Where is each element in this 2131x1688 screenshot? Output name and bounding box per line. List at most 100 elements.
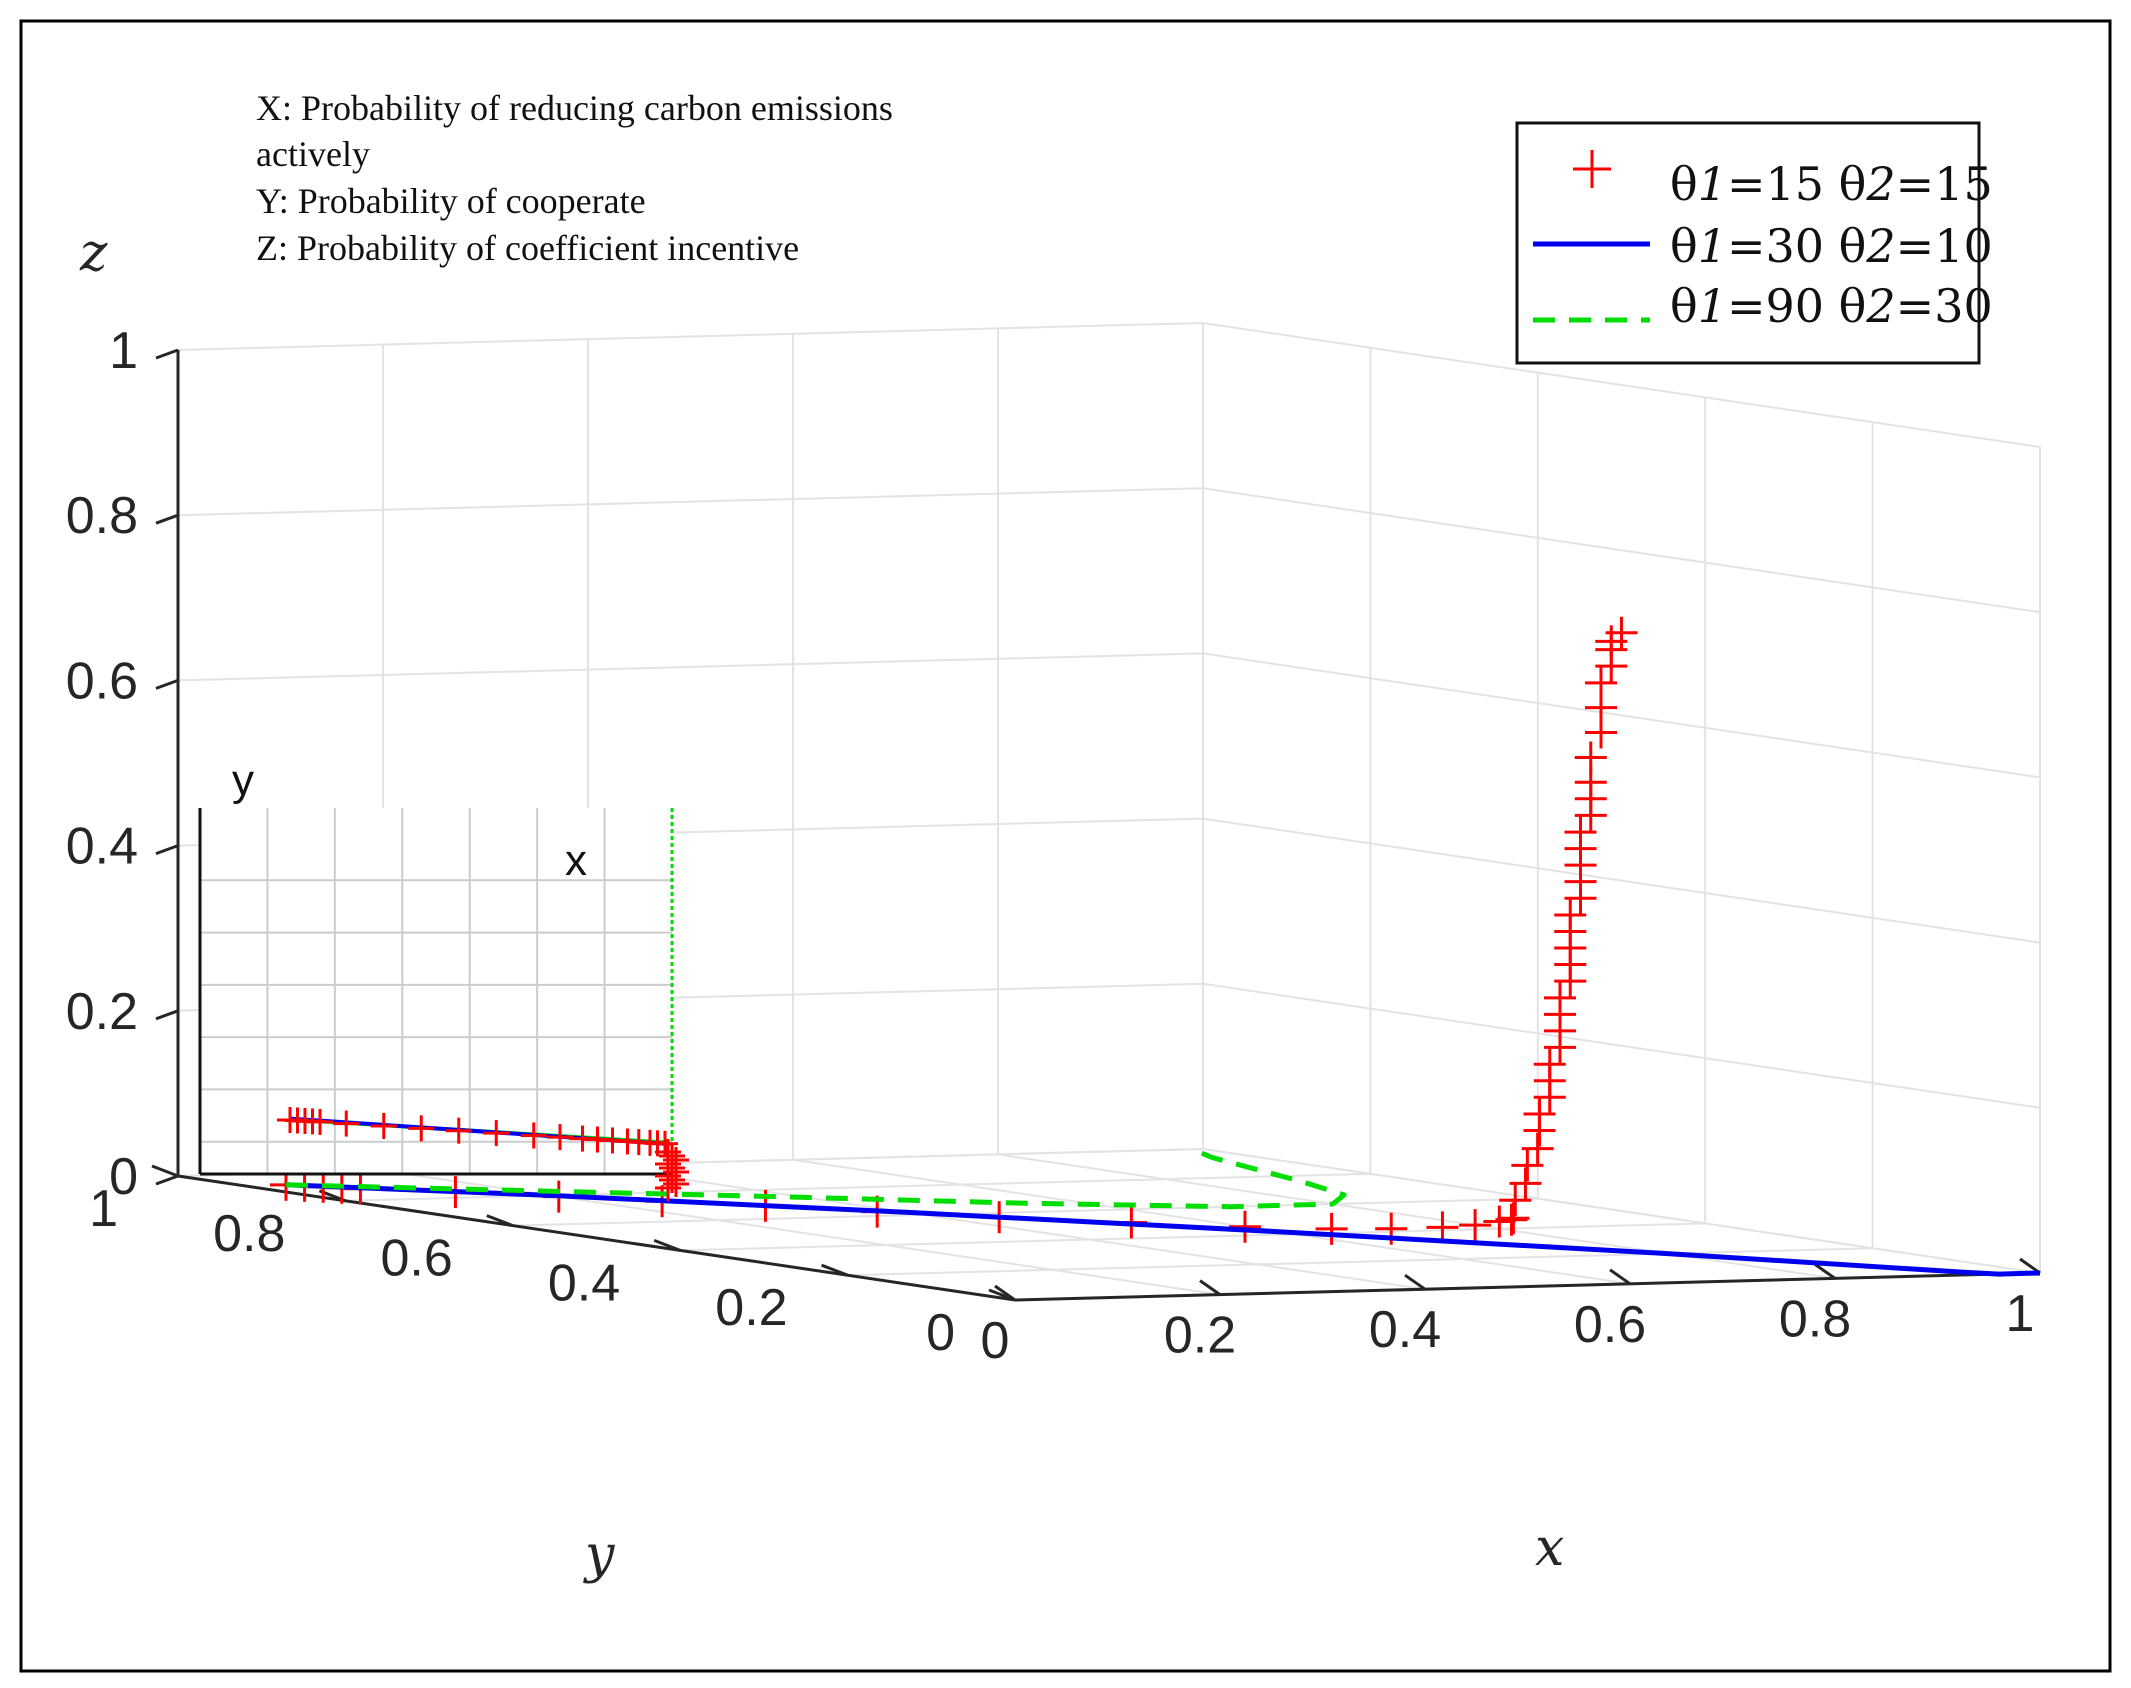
data-point	[1511, 1149, 1544, 1182]
x-tick-label: 0.2	[1164, 1307, 1236, 1365]
data-point	[1564, 816, 1597, 849]
back-grid-hline	[177, 487, 1204, 517]
data-point	[1497, 1202, 1530, 1235]
legend-entry-2: θ1=30 θ2=10	[1533, 219, 1993, 273]
x-tick-mark	[994, 1284, 1016, 1302]
z-tick-label: 0.8	[66, 487, 138, 545]
legend-label-1: θ1=15 θ2=15	[1670, 157, 1993, 211]
y-axis-label: y	[583, 1525, 615, 1585]
inset-data-point	[655, 1175, 681, 1201]
x-axis-line	[1014, 1271, 2041, 1302]
legend-label-3: θ1=90 θ2=30	[1670, 279, 1993, 333]
z-tick-label: 0.4	[66, 818, 138, 876]
inset-data-point	[483, 1120, 510, 1147]
x-tick-label: 0.8	[1779, 1290, 1851, 1348]
z-tick-mark	[155, 513, 179, 525]
data-point	[1574, 741, 1607, 774]
z-tick-label: 0	[109, 1148, 138, 1206]
x-axis-ticks: 0 0.2 0.4 0.6 0.8 1	[981, 1285, 2035, 1370]
z-tick-label: 0.2	[66, 983, 138, 1041]
legend-marker-red-plus	[1573, 150, 1611, 188]
side-grid-hline	[1202, 652, 2041, 779]
inset-data-point	[547, 1124, 573, 1151]
floor-grid-line-x	[792, 1158, 1631, 1285]
inset-data-point	[445, 1117, 472, 1144]
y-axis-line	[177, 1174, 1016, 1302]
plot-area	[269, 616, 2041, 1277]
y-tick-label: 0.8	[213, 1205, 285, 1263]
x-tick-mark	[1609, 1268, 1631, 1286]
inset-data-point	[408, 1115, 435, 1142]
y-definition: Y: Probability of cooperate	[256, 181, 646, 221]
side-grid-hline	[1202, 487, 2041, 614]
x-tick-label: 0.6	[1574, 1296, 1646, 1354]
x-axis-label: x	[1535, 1518, 1564, 1578]
z-tick-mark	[155, 678, 179, 690]
inset-red-markers	[277, 1107, 689, 1201]
y-tick-mark	[821, 1263, 849, 1277]
inset-background	[200, 808, 672, 1174]
z-tick-mark	[155, 1174, 179, 1186]
inset-data-point	[307, 1108, 333, 1135]
back-grid-hline	[177, 322, 1204, 351]
floor-grid-line-y	[847, 1247, 1873, 1277]
side-grid-hline	[1202, 322, 2041, 448]
x-tick-label: 1	[2006, 1285, 2035, 1343]
z-tick-label: 1	[109, 322, 138, 380]
data-point	[1228, 1210, 1261, 1243]
x-definition-cont: actively	[256, 134, 370, 174]
inset-grid	[200, 808, 672, 1174]
floor-grid-line-x	[1202, 1148, 2041, 1274]
inset-x-label: x	[565, 836, 587, 885]
legend-entry-1: θ1=15 θ2=15	[1573, 150, 1993, 211]
inset-series	[277, 1107, 689, 1201]
x-tick-mark	[1404, 1273, 1426, 1291]
x-definition: X: Probability of reducing carbon emissi…	[256, 88, 893, 128]
back-grid-hline	[177, 652, 1204, 682]
y-tick-mark	[151, 1164, 179, 1178]
legend-label-2: θ1=30 θ2=10	[1670, 219, 1993, 273]
y-tick-label: 0	[926, 1304, 955, 1362]
z-tick-label: 0.6	[66, 652, 138, 710]
legend-entry-3: θ1=90 θ2=30	[1533, 279, 1993, 333]
data-point	[1521, 1132, 1554, 1165]
series-line-theta-30-10	[285, 1182, 2041, 1277]
series-line-theta-90-30	[285, 1147, 1347, 1210]
data-point	[1499, 1184, 1532, 1217]
variable-definitions: X: Probability of reducing carbon emissi…	[256, 88, 893, 268]
y-tick-mark	[486, 1214, 514, 1227]
floor-grid-line-x	[587, 1164, 1426, 1291]
data-point	[1509, 1167, 1542, 1200]
data-point	[1426, 1211, 1459, 1244]
y-axis-ticks: 0 0.2 0.4 0.6 0.8 1	[89, 1180, 955, 1362]
legend: θ1=15 θ2=15 θ1=30 θ2=10 θ1=90 θ2=30	[1515, 121, 1993, 365]
side-grid-hline	[1202, 817, 2041, 944]
z-tick-mark	[155, 1009, 179, 1021]
x-tick-label: 0.4	[1369, 1301, 1441, 1359]
x-tick-mark	[1199, 1279, 1221, 1296]
y-tick-label: 0.4	[548, 1254, 620, 1312]
data-point	[1544, 981, 1576, 1014]
axes-lines	[151, 348, 2041, 1302]
inset-panel: y x	[198, 756, 689, 1201]
z-tick-mark	[155, 844, 179, 856]
data-point	[1315, 1212, 1348, 1245]
inset-data-point	[520, 1122, 547, 1149]
y-tick-label: 1	[89, 1180, 118, 1238]
inset-data-point	[333, 1110, 360, 1137]
data-point	[1533, 1048, 1566, 1081]
data-point	[1523, 1098, 1556, 1131]
x-tick-label: 0	[981, 1312, 1010, 1370]
z-tick-mark	[155, 348, 179, 360]
inset-y-label: y	[232, 756, 254, 805]
data-point	[1605, 616, 1638, 649]
data-point	[1459, 1209, 1492, 1242]
y-tick-label: 0.2	[715, 1279, 787, 1337]
inset-data-point	[370, 1112, 397, 1139]
floor-grid-line-y	[680, 1222, 1706, 1252]
x-tick-mark	[1814, 1263, 1836, 1280]
floor-grid-line-y	[512, 1197, 1538, 1227]
data-point	[1495, 1203, 1528, 1236]
z-axis-ticks: 0 0.2 0.4 0.6 0.8 1	[66, 322, 138, 1206]
